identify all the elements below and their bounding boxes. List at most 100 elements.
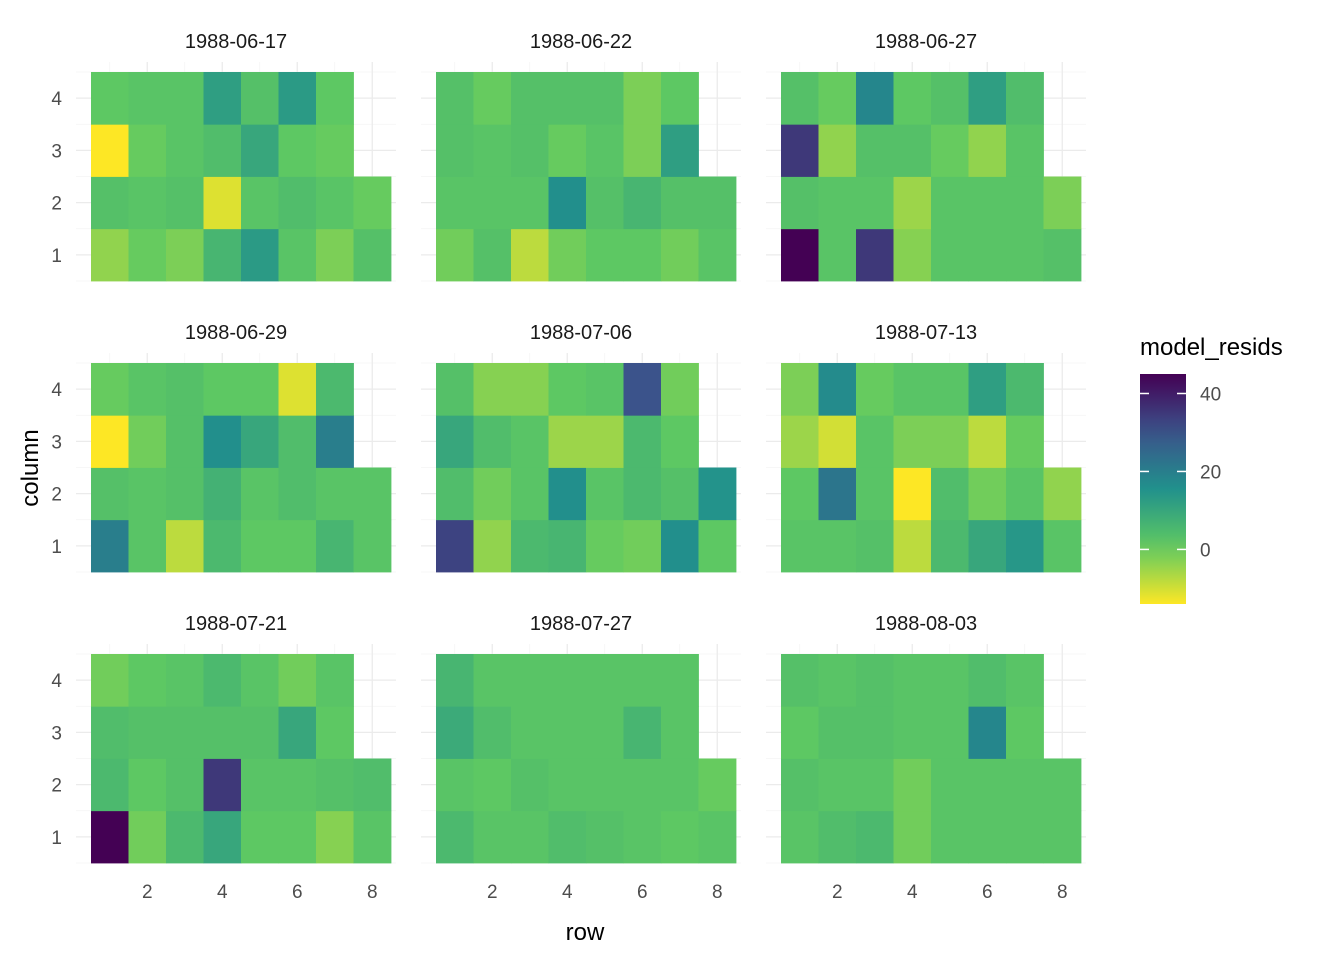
x-tick-label: 6 (292, 882, 303, 903)
facet-panels: 1988-06-17 1 2 3 4 1988-06-22 1988-06-27 1988-0… (51, 31, 1086, 903)
heatmap-cell (241, 228, 279, 282)
heatmap-cell (623, 72, 662, 125)
heatmap-cell (203, 758, 242, 812)
heatmap-cell (1043, 228, 1082, 282)
heatmap-cell (661, 758, 699, 812)
heatmap-cell (586, 467, 624, 521)
heatmap-cell (241, 363, 279, 416)
heatmap-cell (661, 363, 699, 416)
y-tick-label: 2 (51, 485, 62, 506)
heatmap-cell (278, 758, 317, 812)
heatmap-cell (818, 706, 857, 759)
heatmap-cell (353, 810, 392, 864)
heatmap-cell (623, 519, 662, 573)
heatmap-cell (128, 758, 167, 812)
heatmap-cell (548, 467, 587, 521)
heatmap-cell (203, 228, 242, 282)
heatmap-cell (203, 519, 242, 573)
heatmap-cell (473, 519, 512, 573)
heatmap-cell (661, 72, 699, 125)
heatmap-cell (856, 228, 894, 282)
legend-tick-label: 0 (1200, 540, 1211, 561)
heatmap-cell (1006, 706, 1044, 759)
heatmap-cell (781, 228, 819, 282)
heatmap-cell (436, 72, 474, 125)
heatmap-cell (781, 72, 819, 125)
facet-strip-label: 1988-07-27 (530, 613, 632, 635)
heatmap-cell (436, 810, 474, 864)
heatmap-cell (203, 176, 242, 230)
heatmap-cell (586, 363, 624, 416)
heatmap-cell (91, 72, 129, 125)
heatmap-cell (91, 654, 129, 707)
heatmap-cell (128, 810, 167, 864)
heatmap-cell (473, 72, 512, 125)
x-tick-label: 4 (907, 882, 918, 903)
heatmap-cell (931, 415, 969, 468)
heatmap-cell (781, 363, 819, 416)
x-tick-label: 2 (142, 882, 153, 903)
heatmap-cell (781, 519, 819, 573)
heatmap-cell (548, 363, 587, 416)
x-tick-label: 6 (982, 882, 993, 903)
heatmap-cell (968, 363, 1007, 416)
heatmap-cell (931, 654, 969, 707)
facet-strip-label: 1988-06-17 (185, 31, 287, 53)
heatmap-cell (241, 706, 279, 759)
heatmap-cell (661, 415, 699, 468)
heatmap-cell (1006, 467, 1044, 521)
heatmap-cell (818, 72, 857, 125)
legend-title: model_resids (1140, 334, 1283, 361)
heatmap-cell (473, 228, 512, 282)
heatmap-cell (931, 228, 969, 282)
heatmap-cell (623, 124, 662, 177)
heatmap-cell (278, 810, 317, 864)
heatmap-cell (316, 228, 354, 282)
heatmap-cell (128, 415, 167, 468)
y-tick-label: 3 (51, 141, 62, 162)
heatmap-cell (1006, 810, 1044, 864)
heatmap-cell (856, 72, 894, 125)
facet-panel: 1988-07-27 2 4 6 8 (421, 613, 741, 903)
facet-strip-label: 1988-06-27 (875, 31, 977, 53)
facet-strip-label: 1988-07-06 (530, 322, 632, 344)
heatmap-cell (623, 758, 662, 812)
heatmap-cell (436, 363, 474, 416)
facet-panel: 1988-08-03 2 4 6 8 (766, 613, 1086, 903)
legend-tick-label: 40 (1200, 384, 1221, 405)
heatmap-cell (166, 810, 204, 864)
heatmap-cell (893, 519, 932, 573)
heatmap-cell (1006, 124, 1044, 177)
heatmap-cell (818, 176, 857, 230)
heatmap-cell (931, 519, 969, 573)
heatmap-cell (968, 228, 1007, 282)
y-tick-label: 1 (51, 828, 62, 849)
heatmap-cell (166, 519, 204, 573)
heatmap-cell (1006, 72, 1044, 125)
heatmap-cell (511, 124, 549, 177)
heatmap-cell (316, 810, 354, 864)
heatmap-cell (856, 706, 894, 759)
heatmap-cell (781, 706, 819, 759)
heatmap-cell (856, 176, 894, 230)
heatmap-cell (511, 810, 549, 864)
heatmap-cell (968, 467, 1007, 521)
heatmap-cell (856, 415, 894, 468)
heatmap-cell (856, 519, 894, 573)
heatmap-cell (278, 415, 317, 468)
heatmap-cell (166, 124, 204, 177)
heatmap-cell (548, 415, 587, 468)
heatmap-cell (511, 72, 549, 125)
heatmap-cell (128, 363, 167, 416)
heatmap-cell (893, 467, 932, 521)
heatmap-cell (316, 758, 354, 812)
heatmap-cell (661, 124, 699, 177)
heatmap-cell (1006, 363, 1044, 416)
heatmap-cell (1043, 467, 1082, 521)
heatmap-cell (968, 124, 1007, 177)
x-tick-label: 8 (712, 882, 723, 903)
heatmap-cell (436, 228, 474, 282)
heatmap-cell (698, 176, 737, 230)
heatmap-cell (436, 124, 474, 177)
heatmap-cell (91, 176, 129, 230)
